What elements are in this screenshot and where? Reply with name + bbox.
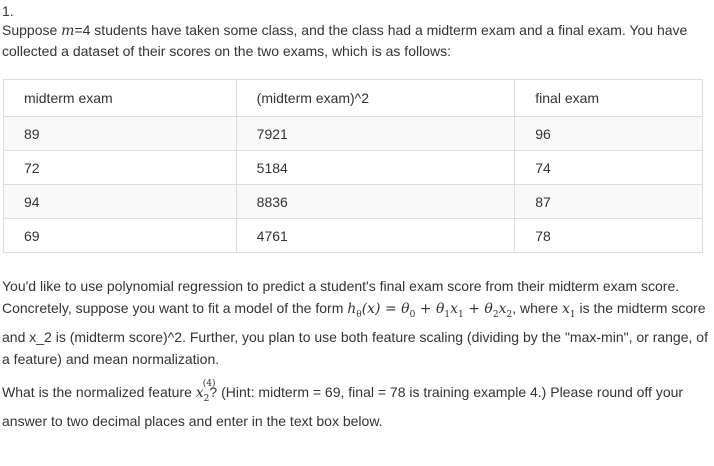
model-text-2: , where bbox=[512, 300, 563, 316]
scores-table: midterm exam (midterm exam)^2 final exam… bbox=[3, 79, 703, 253]
question-prompt: What is the normalized feature x2 (4)? (H… bbox=[2, 379, 708, 432]
normalized-feature-symbol: x2 (4) bbox=[195, 379, 216, 404]
intro-text-post: =4 students have taken some class, and t… bbox=[2, 22, 688, 59]
cell-midterm: 94 bbox=[3, 184, 237, 219]
cell-final: 96 bbox=[514, 116, 703, 151]
hypothesis-formula: hθ(x) = θ0 + θ1x1 + θ2x2 bbox=[347, 301, 513, 320]
question-intro: Suppose m=4 students have taken some cla… bbox=[2, 20, 702, 61]
table-header-row: midterm exam (midterm exam)^2 final exam bbox=[3, 79, 703, 117]
prompt-text-1: What is the normalized feature bbox=[2, 384, 196, 400]
cell-final: 78 bbox=[514, 218, 703, 253]
table-row: 89 7921 96 bbox=[3, 116, 703, 151]
table-row: 94 8836 87 bbox=[3, 184, 703, 219]
intro-text-pre: Suppose bbox=[2, 22, 62, 38]
cell-midterm: 89 bbox=[3, 116, 237, 151]
header-midterm-squared: (midterm exam)^2 bbox=[235, 79, 516, 117]
prompt-text-2: ? (Hint: midterm = 69, final = 78 is tra… bbox=[2, 384, 684, 429]
formula-h: h bbox=[347, 301, 357, 317]
model-description: You'd like to use polynomial regression … bbox=[2, 275, 708, 370]
model-text-3: is the midterm score and x_2 is (midterm… bbox=[2, 300, 708, 367]
cell-midterm-squared: 4761 bbox=[235, 218, 516, 253]
m-variable: m bbox=[61, 23, 75, 39]
header-final: final exam bbox=[514, 79, 703, 117]
question-number: 1. bbox=[2, 3, 14, 19]
cell-midterm-squared: 7921 bbox=[235, 116, 516, 151]
cell-final: 87 bbox=[514, 184, 703, 219]
x1-symbol: x1 bbox=[562, 301, 576, 320]
table-row: 72 5184 74 bbox=[3, 150, 703, 185]
cell-midterm-squared: 5184 bbox=[235, 150, 516, 185]
header-midterm: midterm exam bbox=[3, 79, 237, 117]
cell-midterm-squared: 8836 bbox=[235, 184, 516, 219]
table-row: 69 4761 78 bbox=[3, 218, 703, 253]
model-text-1: You'd like to use polynomial regression … bbox=[2, 278, 680, 316]
cell-midterm: 69 bbox=[3, 218, 237, 253]
cell-final: 74 bbox=[514, 150, 703, 185]
cell-midterm: 72 bbox=[3, 150, 237, 185]
